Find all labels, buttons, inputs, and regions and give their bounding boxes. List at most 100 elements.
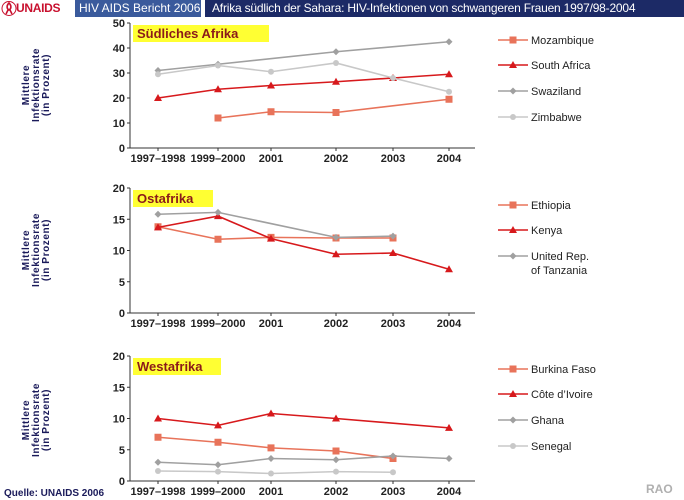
- data-point: [214, 208, 222, 216]
- x-tick-label: 1999–2000: [190, 318, 245, 330]
- chart-title-box: [133, 190, 213, 207]
- series-line: [157, 455, 450, 466]
- legend-item-south-africa: South Africa: [498, 60, 591, 72]
- data-point: [215, 468, 221, 475]
- x-tick-label: 2001: [259, 153, 283, 165]
- watermark: RAO: [646, 482, 673, 496]
- x-tick-label: 1997–1998: [130, 318, 185, 330]
- data-point: [333, 60, 339, 66]
- data-point: [445, 70, 453, 78]
- y-tick-label: 20: [113, 351, 125, 363]
- data-point: [267, 455, 275, 462]
- data-point: [333, 468, 339, 475]
- data-point: [155, 71, 161, 78]
- series-ghana: [154, 452, 453, 469]
- data-point: [445, 38, 453, 46]
- chart-ostafrika: 0 5 10 15 20 1997–1998 1999–2000 2001 2002 2003 20…: [21, 183, 589, 330]
- data-point: [214, 421, 222, 429]
- legend-label: South Africa: [531, 60, 591, 72]
- y-tick-label: 0: [119, 476, 125, 488]
- legend-item-burkina-faso: Burkina Faso: [498, 364, 596, 376]
- source-note: Quelle: UNAIDS 2006: [4, 488, 105, 499]
- legend-item-mozambique: Mozambique: [498, 35, 594, 47]
- report-label: HIV AIDS Bericht 2006: [79, 1, 201, 15]
- data-point: [390, 75, 396, 81]
- series-zimbabwe: [155, 60, 452, 95]
- data-point: [332, 109, 340, 116]
- data-point: [154, 210, 162, 218]
- legend-item-swaziland: Swaziland: [498, 86, 581, 98]
- data-point: [332, 456, 340, 464]
- series-kenya: [154, 212, 453, 273]
- legend-swatch-marker: [509, 416, 517, 424]
- data-point: [267, 234, 275, 242]
- legend-item-zimbabwe: Zimbabwe: [498, 112, 582, 124]
- data-point: [332, 233, 340, 241]
- series-senegal: [155, 468, 396, 477]
- data-point: [214, 114, 222, 122]
- series-line: [217, 98, 450, 119]
- x-tick-label: 2004: [437, 153, 462, 165]
- data-point: [154, 433, 162, 441]
- chart-s-dliches-afrika: 0 10 20 30 40 50 1997–1998 1999–2000 2001 2002 200…: [21, 18, 594, 165]
- y-axis-label: MittlereInfektionsrate(in Prozent): [21, 383, 52, 457]
- legend-label: Mozambique: [531, 35, 594, 47]
- legend-label: Senegal: [531, 441, 571, 453]
- y-tick-label: 40: [113, 43, 125, 55]
- data-point: [446, 88, 452, 95]
- data-point: [214, 438, 222, 446]
- series-mozambique: [214, 95, 453, 122]
- legend-item-c-te-d-ivoire: Côte d’Ivoire: [498, 389, 593, 401]
- y-axis-label-line: Infektionsrate: [31, 383, 42, 457]
- y-axis-label-line: Infektionsrate: [31, 213, 42, 287]
- chart-title: Westafrika: [137, 359, 203, 374]
- data-point: [332, 48, 340, 56]
- legend-swatch-marker: [509, 390, 517, 397]
- legend-swatch-marker: [509, 36, 517, 44]
- y-tick-label: 20: [113, 93, 125, 105]
- x-tick-label: 2001: [259, 486, 283, 498]
- y-axis-label-line: Mittlere: [21, 65, 32, 105]
- x-tick-label: 1997–1998: [130, 153, 185, 165]
- y-tick-label: 30: [113, 68, 125, 80]
- data-point: [268, 68, 274, 75]
- data-point: [154, 458, 162, 466]
- y-tick-label: 50: [113, 18, 125, 30]
- y-axis-label-line: Mittlere: [21, 400, 32, 440]
- data-point: [214, 235, 222, 243]
- chart-title-box: [133, 25, 269, 42]
- chart-westafrika: 0 5 10 15 20 1997–1998 1999–2000 2001 2002 2003 20…: [21, 351, 596, 498]
- y-tick-label: 5: [119, 277, 125, 289]
- y-tick-label: 10: [113, 414, 125, 426]
- legend-swatch-marker: [509, 226, 517, 233]
- data-point: [154, 94, 162, 101]
- legend-label: Ghana: [531, 415, 565, 427]
- legend-swatch-marker: [510, 443, 516, 449]
- legend-label: Ethiopia: [531, 200, 572, 212]
- y-axis-label: MittlereInfektionsrate(in Prozent): [21, 213, 52, 287]
- series-c-te-d-ivoire: [154, 409, 453, 431]
- series-south-africa: [154, 70, 453, 101]
- data-point: [445, 423, 453, 431]
- chart-title-box: [133, 358, 221, 375]
- legend-item-senegal: Senegal: [498, 441, 571, 453]
- y-tick-label: 10: [113, 118, 125, 130]
- y-tick-label: 5: [119, 445, 125, 457]
- report-label-box: HIV AIDS Bericht 2006: [75, 0, 201, 17]
- data-point: [267, 409, 275, 417]
- y-axis-label-line: (in Prozent): [41, 54, 52, 116]
- legend-item-kenya: Kenya: [498, 225, 563, 237]
- y-tick-label: 0: [119, 308, 125, 320]
- data-point: [154, 223, 162, 231]
- x-tick-label: 2002: [324, 486, 348, 498]
- data-point: [389, 232, 397, 240]
- y-tick-label: 0: [119, 143, 125, 155]
- data-point: [267, 81, 275, 89]
- series-line: [157, 73, 450, 99]
- data-point: [389, 249, 397, 256]
- y-axis-label-line: Mittlere: [21, 230, 32, 270]
- data-point: [215, 62, 221, 69]
- x-tick-label: 2004: [437, 486, 462, 498]
- legend-swatch-marker: [509, 87, 517, 95]
